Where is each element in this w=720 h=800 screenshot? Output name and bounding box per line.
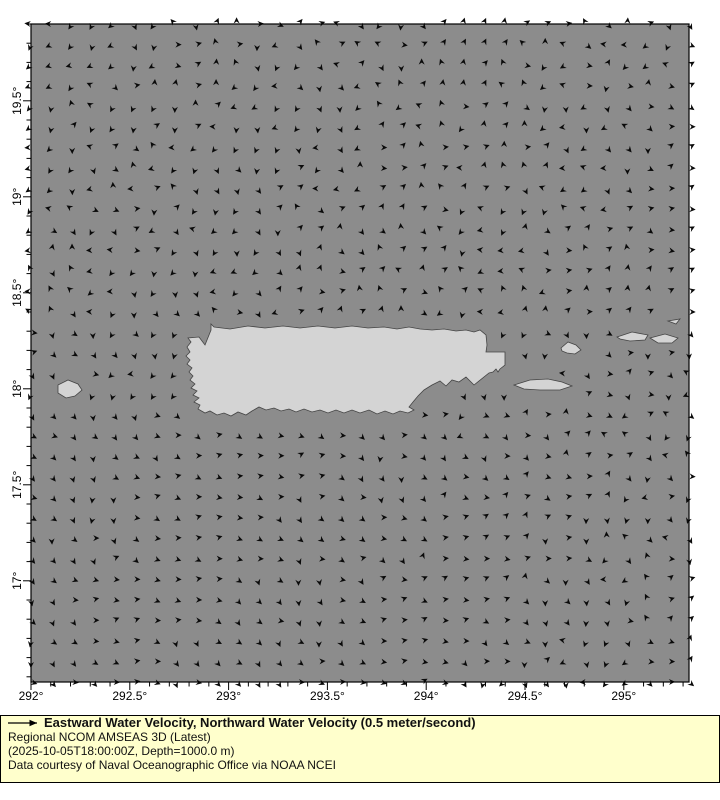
svg-text:17°: 17°	[10, 572, 24, 590]
svg-text:293°: 293°	[216, 689, 241, 703]
svg-text:292°: 292°	[19, 689, 44, 703]
svg-text:(2025-10-05T18:00:00Z, Depth=1: (2025-10-05T18:00:00Z, Depth=1000.0 m)	[8, 744, 234, 758]
svg-text:295°: 295°	[611, 689, 636, 703]
svg-text:Eastward Water Velocity, North: Eastward Water Velocity, Northward Water…	[44, 715, 476, 730]
svg-text:17.5°: 17.5°	[10, 471, 24, 499]
svg-text:19°: 19°	[10, 188, 24, 206]
svg-text:294.5°: 294.5°	[508, 689, 543, 703]
svg-text:18.5°: 18.5°	[10, 279, 24, 307]
svg-text:Regional NCOM AMSEAS 3D (Lates: Regional NCOM AMSEAS 3D (Latest)	[8, 730, 211, 744]
svg-text:292.5°: 292.5°	[112, 689, 147, 703]
svg-text:294°: 294°	[414, 689, 439, 703]
svg-text:Data courtesy of Naval Oceanog: Data courtesy of Naval Oceanographic Off…	[8, 758, 336, 772]
svg-text:18°: 18°	[10, 380, 24, 398]
svg-text:293.5°: 293.5°	[310, 689, 345, 703]
svg-text:19.5°: 19.5°	[10, 87, 24, 115]
